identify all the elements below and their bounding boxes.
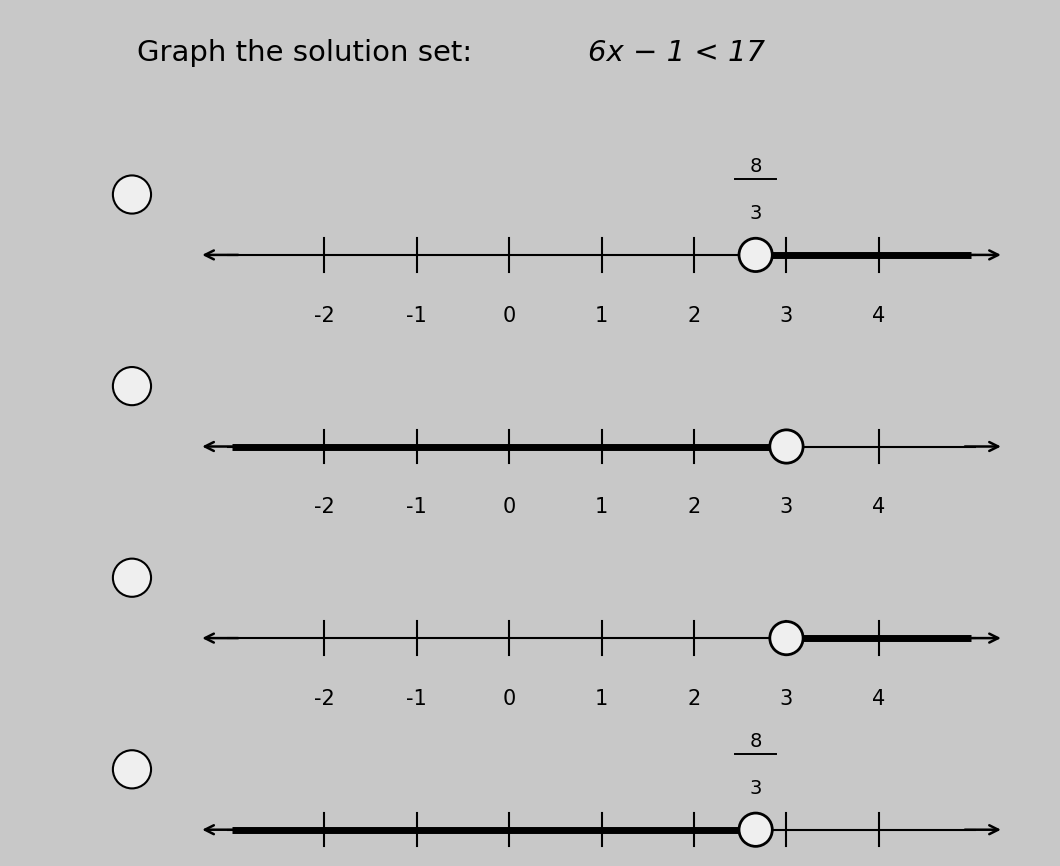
- Text: -1: -1: [406, 689, 427, 709]
- Text: 8: 8: [749, 732, 762, 751]
- Text: 8: 8: [749, 158, 762, 177]
- Circle shape: [770, 622, 803, 655]
- Text: Graph the solution set:: Graph the solution set:: [137, 40, 472, 68]
- Circle shape: [770, 430, 803, 463]
- Text: 4: 4: [872, 689, 885, 709]
- Text: 1: 1: [595, 306, 608, 326]
- Text: 0: 0: [502, 689, 516, 709]
- Circle shape: [112, 367, 151, 405]
- Text: 1: 1: [595, 689, 608, 709]
- Text: 4: 4: [872, 306, 885, 326]
- Circle shape: [112, 176, 151, 214]
- Text: 3: 3: [749, 779, 762, 798]
- Text: -2: -2: [314, 689, 335, 709]
- Text: 2: 2: [687, 497, 701, 517]
- Text: 3: 3: [780, 306, 793, 326]
- Circle shape: [739, 813, 773, 846]
- Circle shape: [739, 238, 773, 272]
- Text: 2: 2: [687, 306, 701, 326]
- Text: 4: 4: [872, 497, 885, 517]
- Text: 0: 0: [502, 497, 516, 517]
- Text: -2: -2: [314, 497, 335, 517]
- Circle shape: [112, 750, 151, 788]
- Text: -1: -1: [406, 306, 427, 326]
- Circle shape: [112, 559, 151, 597]
- Text: 0: 0: [502, 306, 516, 326]
- Text: -1: -1: [406, 497, 427, 517]
- Text: 3: 3: [780, 497, 793, 517]
- Text: 2: 2: [687, 689, 701, 709]
- Text: -2: -2: [314, 306, 335, 326]
- Text: 3: 3: [780, 689, 793, 709]
- Text: 3: 3: [749, 204, 762, 223]
- Text: 1: 1: [595, 497, 608, 517]
- Text: 6x − 1 < 17: 6x − 1 < 17: [588, 40, 765, 68]
